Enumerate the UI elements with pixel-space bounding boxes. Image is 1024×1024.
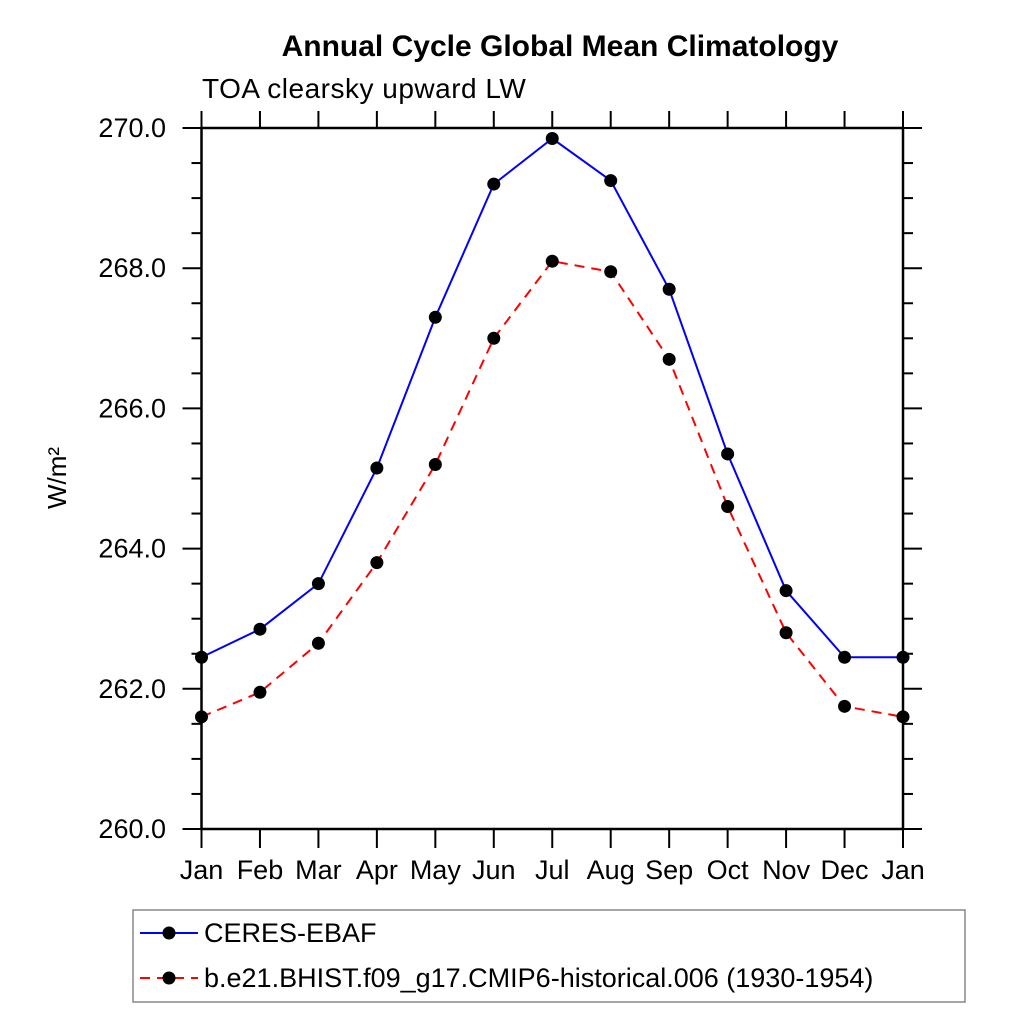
data-point-s1-Aug: [604, 265, 618, 279]
x-tick-label: Oct: [707, 855, 750, 885]
data-point-s1-Apr: [370, 556, 384, 570]
legend-item-0: CERES-EBAF: [140, 918, 377, 948]
x-tick-label: Jan: [881, 855, 925, 885]
x-tick-label: Feb: [237, 855, 284, 885]
legend-label-1: b.e21.BHIST.f09_g17.CMIP6-historical.006…: [204, 963, 873, 993]
data-series: [195, 132, 910, 724]
data-point-s1-Sep: [662, 352, 676, 366]
y-tick-label: 266.0: [98, 393, 166, 423]
y-tick-label: 264.0: [98, 534, 166, 564]
data-point-s0-Mar: [311, 577, 325, 591]
data-point-s0-Aug: [604, 174, 618, 188]
x-tick-label: May: [410, 855, 462, 885]
legend-item-1: b.e21.BHIST.f09_g17.CMIP6-historical.006…: [140, 963, 873, 993]
x-tick-label: Sep: [645, 855, 693, 885]
data-point-s0-Feb: [253, 622, 267, 636]
data-point-s0-Oct: [721, 447, 735, 461]
legend-label-0: CERES-EBAF: [204, 918, 377, 948]
x-tick-label: Dec: [821, 855, 869, 885]
series-line-1: [201, 260, 904, 718]
axes: Jan Feb Mar Apr May Jun Jul Aug Sep Oct Nov Dec Jan 2…: [98, 111, 925, 885]
y-tick-label: 262.0: [98, 674, 166, 704]
data-point-s1-Jan: [195, 710, 208, 724]
data-point-s1-Oct: [721, 500, 735, 514]
y-tick-label: 268.0: [98, 253, 166, 283]
plot-frame: [200, 126, 905, 831]
data-point-s0-Nov: [779, 584, 793, 598]
x-tick-label: Mar: [295, 855, 342, 885]
data-point-s1-Mar: [311, 636, 325, 650]
data-point-s1-May: [428, 457, 442, 471]
data-point-s1-Jul: [545, 254, 559, 268]
x-tick-label: Jul: [535, 855, 570, 885]
y-axis-title: W/m²: [42, 447, 72, 509]
data-point-s1-Nov: [779, 626, 793, 640]
x-tick-label: Aug: [587, 855, 635, 885]
data-point-s1-Jan: [896, 710, 910, 724]
x-tick-label: Nov: [762, 855, 811, 885]
series-line-0: [201, 137, 903, 659]
y-tick-label: 260.0: [98, 814, 166, 844]
data-point-s1-Jun: [487, 331, 501, 345]
legend: CERES-EBAF b.e21.BHIST.f09_g17.CMIP6-his…: [132, 909, 966, 1003]
chart-subtitle: TOA clearsky upward LW: [202, 73, 526, 104]
data-point-s0-Sep: [662, 282, 676, 296]
y-tick-label: 270.0: [98, 113, 166, 143]
legend-box: [132, 909, 966, 1003]
data-point-s0-Jan: [896, 650, 910, 664]
data-point-s0-Dec: [838, 650, 852, 664]
data-point-s0-May: [428, 310, 442, 324]
data-point-s0-Apr: [370, 461, 384, 475]
x-tick-label: Apr: [356, 855, 398, 885]
x-tick-label: Jun: [472, 855, 516, 885]
data-point-s0-Jul: [545, 132, 559, 146]
data-point-s0-Jan: [195, 650, 208, 664]
data-point-s0-Jun: [487, 177, 501, 191]
legend-marker-1: [162, 971, 176, 985]
legend-marker-0: [162, 926, 176, 940]
x-tick-label: Jan: [180, 855, 224, 885]
data-point-s1-Dec: [838, 699, 852, 713]
data-point-s1-Feb: [253, 685, 267, 699]
chart-title: Annual Cycle Global Mean Climatology: [282, 30, 839, 63]
